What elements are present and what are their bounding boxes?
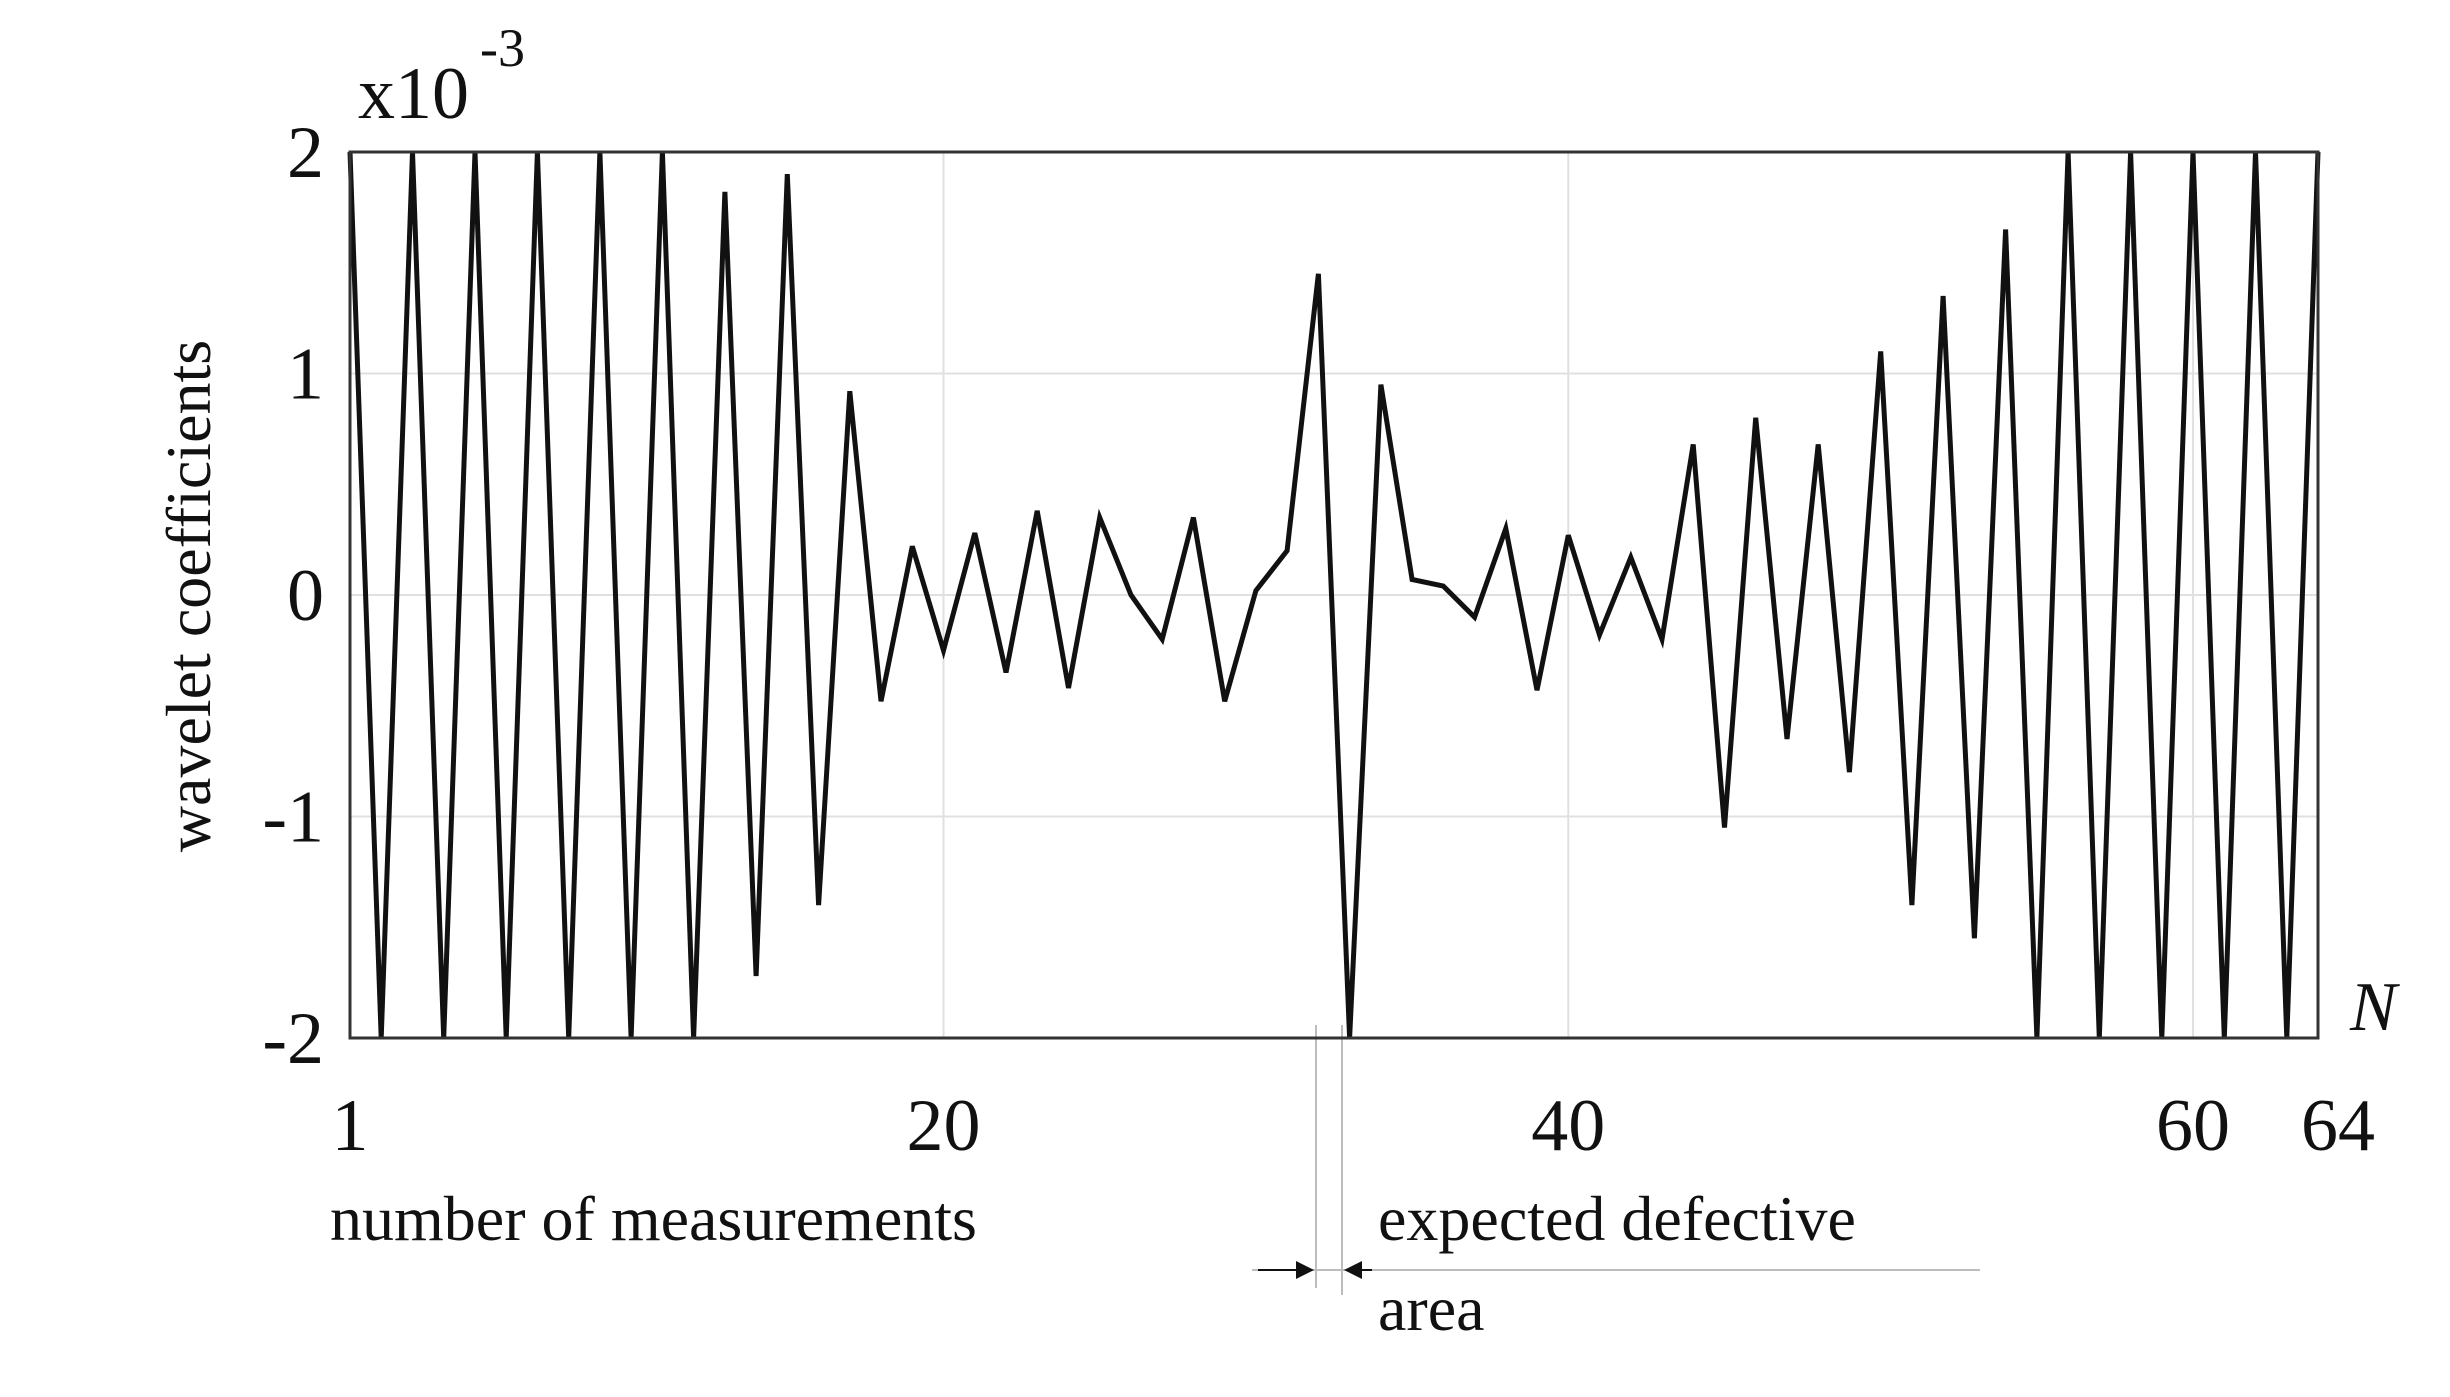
x-axis-symbol: N (2349, 969, 2400, 1046)
y-tick-label: -2 (262, 998, 324, 1080)
annotation-line-2: area (1378, 1273, 1485, 1344)
y-tick-labels: 2 1 0 -1 -2 (262, 112, 324, 1080)
series-line (347, 151, 2321, 1039)
y-tick-label: 2 (287, 112, 324, 194)
plot-frame (348, 150, 2320, 1040)
x-tick-label: 20 (907, 1085, 981, 1167)
x-tick-label: 40 (1531, 1085, 1605, 1167)
y-tick-label: -1 (262, 777, 324, 859)
annotation-line-1: expected defective (1378, 1183, 1856, 1254)
x-tick-label: 64 (2301, 1085, 2375, 1167)
scale-label: x10 (358, 53, 469, 135)
defect-markers (1252, 1025, 1980, 1295)
x-axis-label: number of measurements (330, 1183, 977, 1254)
defect-arrow-right-head (1344, 1261, 1362, 1279)
y-axis-label: wavelet coefficients (153, 340, 224, 852)
defect-arrow-left-head (1296, 1261, 1314, 1279)
y-tick-label: 0 (287, 555, 324, 637)
scale-exponent: -3 (480, 18, 525, 78)
x-tick-labels: 1 20 40 60 64 (332, 1085, 2376, 1167)
x-tick-label: 1 (332, 1085, 369, 1167)
x-tick-label: 60 (2156, 1085, 2230, 1167)
y-tick-label: 1 (287, 334, 324, 416)
